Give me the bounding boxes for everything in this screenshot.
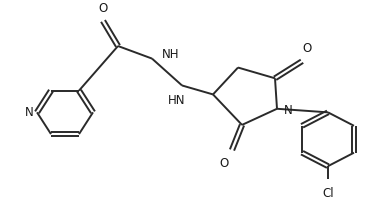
Text: N: N <box>25 106 34 119</box>
Text: O: O <box>99 2 108 15</box>
Text: N: N <box>284 104 293 117</box>
Text: O: O <box>219 157 229 170</box>
Text: HN: HN <box>168 95 186 107</box>
Text: O: O <box>302 42 311 55</box>
Text: NH: NH <box>162 49 179 61</box>
Text: Cl: Cl <box>322 187 334 199</box>
